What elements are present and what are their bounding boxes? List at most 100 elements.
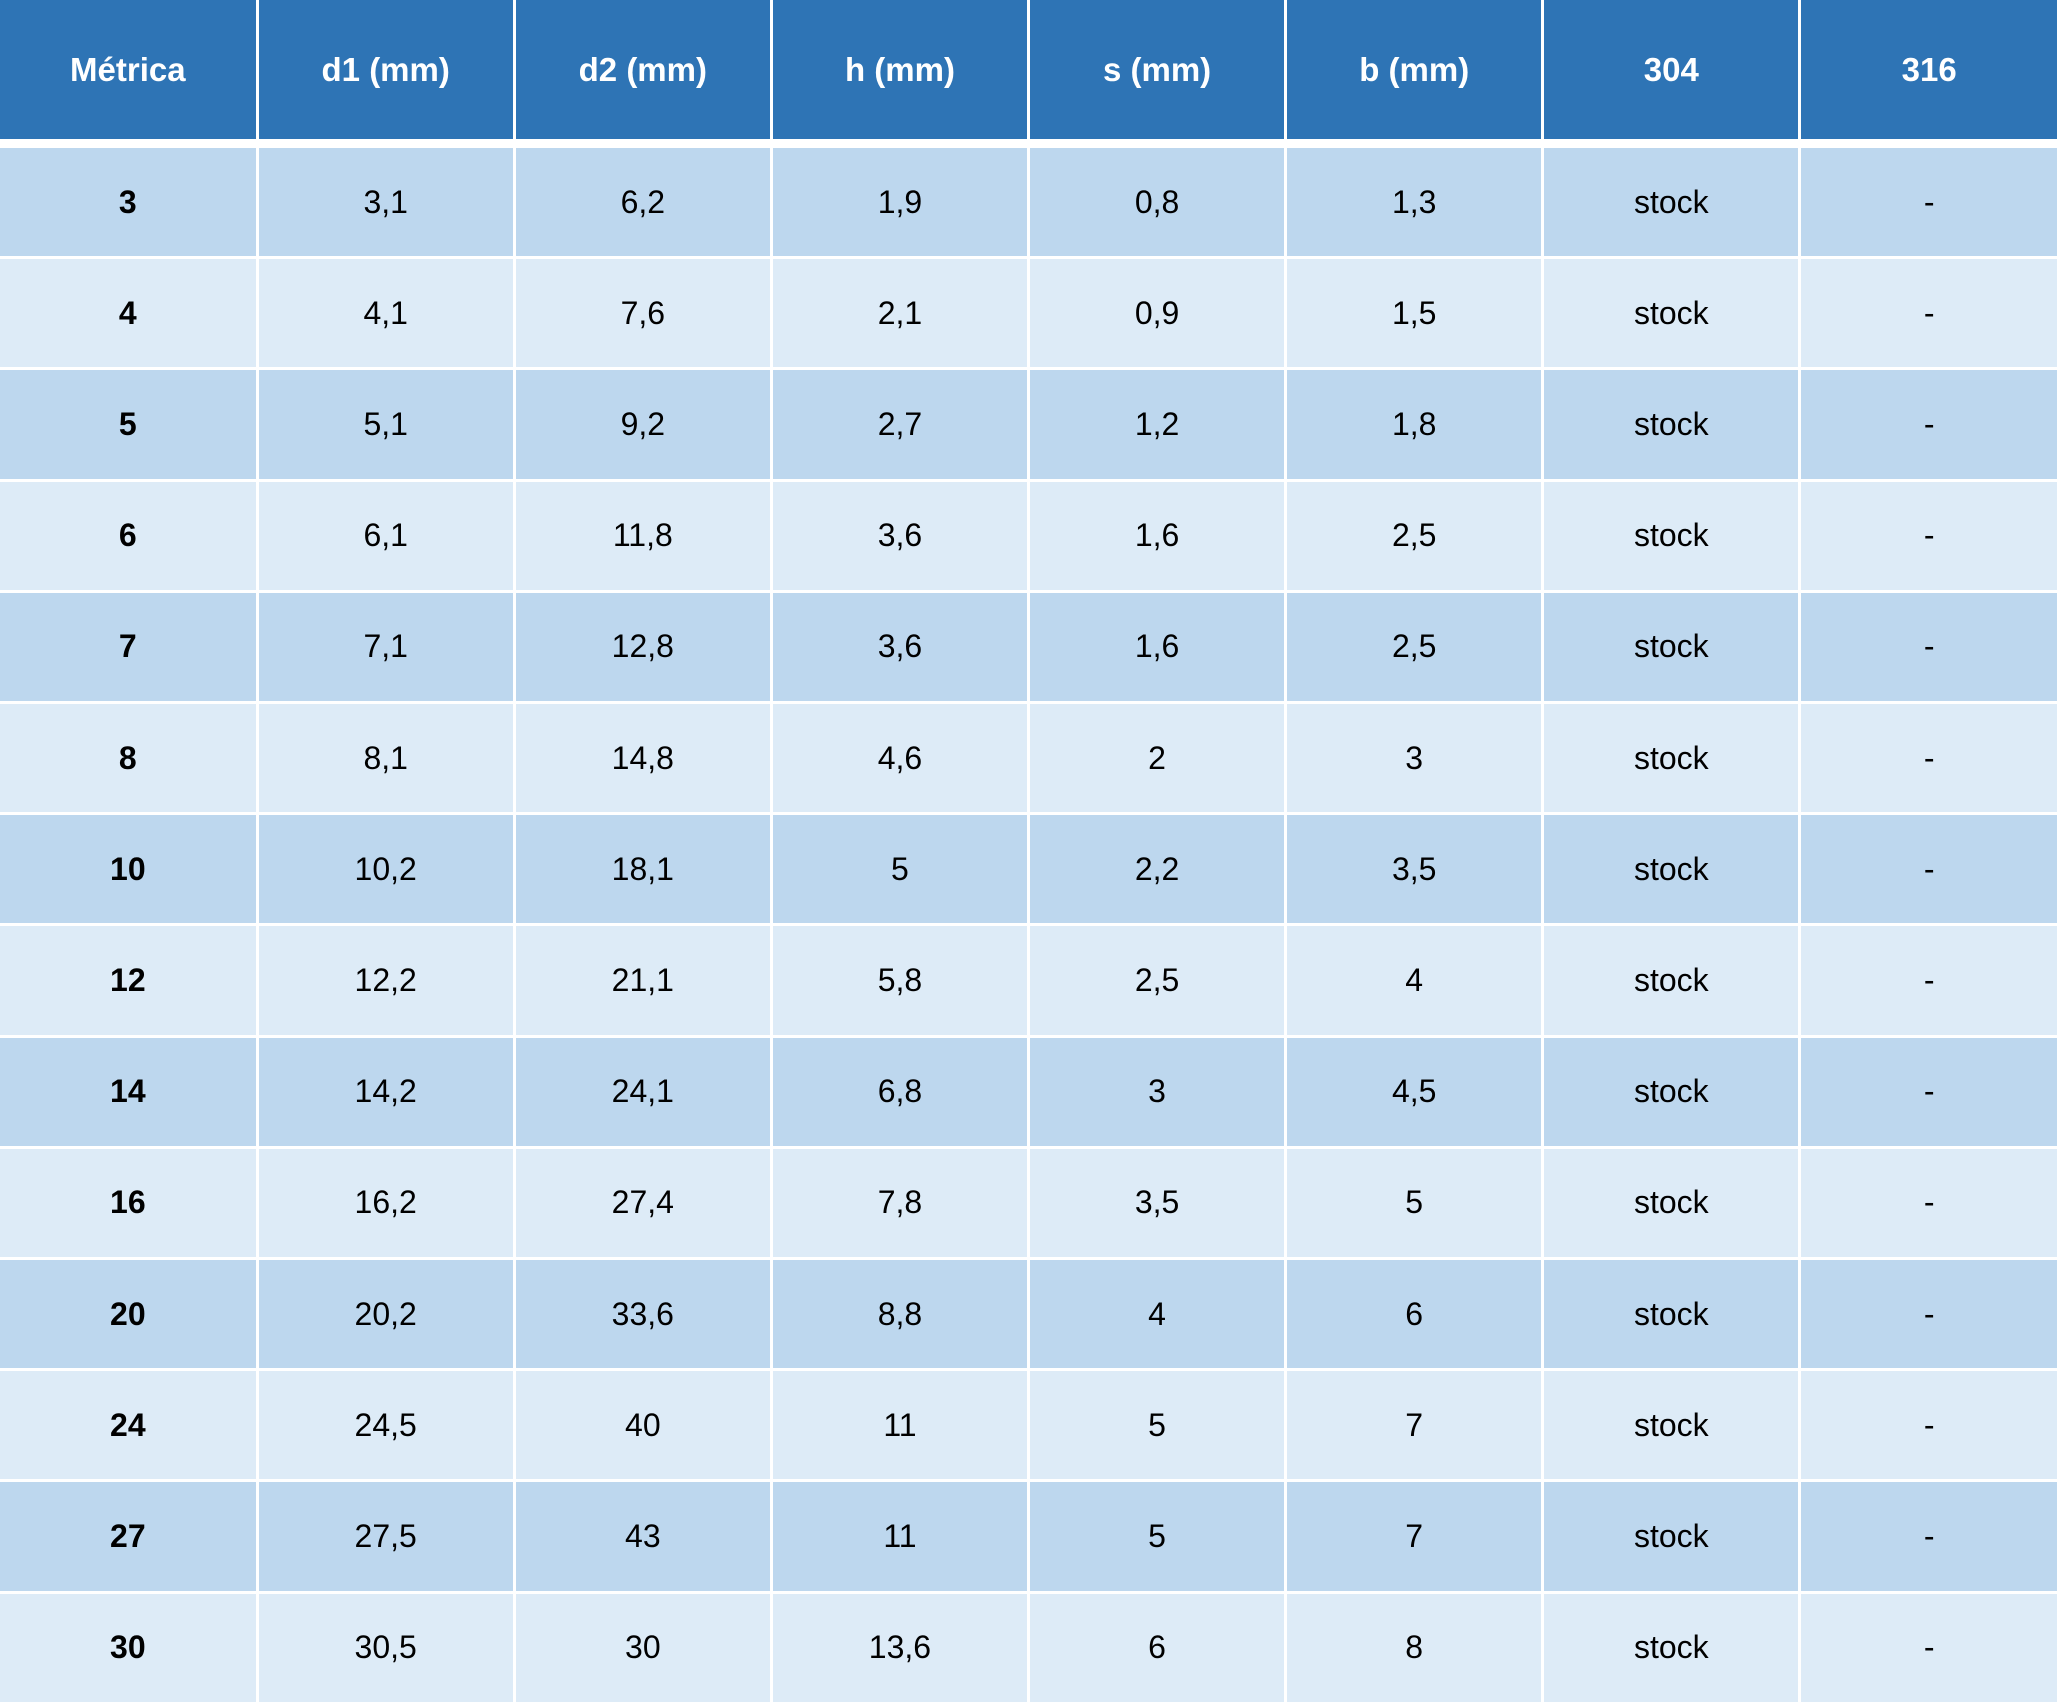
cell-s: 1,6: [1026, 478, 1288, 593]
cell-metrica: 10: [0, 812, 259, 927]
cell-s: 0,8: [1026, 141, 1288, 260]
cell-d1: 4,1: [255, 256, 516, 371]
cell-d1: 7,1: [255, 589, 516, 705]
cell-d2: 9,2: [512, 367, 773, 482]
cell-b: 4,5: [1284, 1034, 1545, 1149]
cell-316: -: [1798, 701, 2057, 816]
cell-d1: 6,1: [255, 478, 516, 593]
cell-h: 5,8: [769, 923, 1031, 1038]
cell-h: 3,6: [769, 478, 1031, 593]
cell-d1: 30,5: [255, 1590, 516, 1705]
cell-metrica: 5: [0, 367, 259, 482]
cell-d1: 10,2: [255, 812, 516, 927]
cell-s: 1,6: [1026, 589, 1288, 705]
cell-s: 2,2: [1026, 812, 1288, 927]
header-b: b (mm): [1284, 0, 1545, 148]
cell-316: -: [1798, 478, 2057, 593]
cell-d1: 27,5: [255, 1479, 516, 1594]
cell-metrica: 4: [0, 256, 259, 371]
cell-h: 11: [769, 1479, 1031, 1594]
table-header: Métrica d1 (mm) d2 (mm) h (mm) s (mm) b …: [0, 0, 2057, 148]
cell-s: 3: [1026, 1034, 1288, 1149]
cell-d2: 27,4: [512, 1145, 773, 1261]
cell-metrica: 30: [0, 1590, 259, 1705]
cell-metrica: 12: [0, 923, 259, 1038]
cell-d2: 6,2: [512, 141, 773, 260]
cell-s: 6: [1026, 1590, 1288, 1705]
cell-metrica: 16: [0, 1145, 259, 1261]
cell-304: stock: [1541, 812, 1802, 927]
cell-316: -: [1798, 256, 2057, 371]
cell-s: 3,5: [1026, 1145, 1288, 1261]
cell-metrica: 14: [0, 1034, 259, 1149]
cell-metrica: 24: [0, 1368, 259, 1483]
header-s: s (mm): [1026, 0, 1288, 148]
cell-h: 2,7: [769, 367, 1031, 482]
cell-304: stock: [1541, 1034, 1802, 1149]
cell-b: 1,8: [1284, 367, 1545, 482]
cell-304: stock: [1541, 478, 1802, 593]
cell-metrica: 6: [0, 478, 259, 593]
header-304: 304: [1541, 0, 1802, 148]
cell-d2: 21,1: [512, 923, 773, 1038]
cell-s: 5: [1026, 1479, 1288, 1594]
cell-d2: 30: [512, 1590, 773, 1705]
cell-b: 2,5: [1284, 589, 1545, 705]
header-h: h (mm): [769, 0, 1031, 148]
cell-b: 8: [1284, 1590, 1545, 1705]
cell-metrica: 27: [0, 1479, 259, 1594]
cell-316: -: [1798, 1590, 2057, 1705]
cell-h: 5: [769, 812, 1031, 927]
cell-b: 2,5: [1284, 478, 1545, 593]
cell-h: 6,8: [769, 1034, 1031, 1149]
cell-d2: 14,8: [512, 701, 773, 816]
cell-s: 2: [1026, 701, 1288, 816]
cell-316: -: [1798, 589, 2057, 705]
table-body: 3 3,1 6,2 1,9 0,8 1,3 stock -4 4,1 7,6 2,1 0,9 1,5 st…: [0, 141, 2057, 1705]
cell-s: 1,2: [1026, 367, 1288, 482]
cell-d1: 5,1: [255, 367, 516, 482]
cell-h: 1,9: [769, 141, 1031, 260]
cell-b: 5: [1284, 1145, 1545, 1261]
cell-s: 2,5: [1026, 923, 1288, 1038]
cell-d1: 3,1: [255, 141, 516, 260]
cell-d1: 24,5: [255, 1368, 516, 1483]
table-row: 27 27,5 43 11 5 7 stock -: [0, 1479, 2057, 1594]
table-row: 7 7,1 12,8 3,6 1,6 2,5 stock -: [0, 589, 2057, 705]
cell-304: stock: [1541, 589, 1802, 705]
table-row: 5 5,1 9,2 2,7 1,2 1,8 stock -: [0, 367, 2057, 482]
table-row: 6 6,1 11,8 3,6 1,6 2,5 stock -: [0, 478, 2057, 593]
cell-d2: 24,1: [512, 1034, 773, 1149]
cell-316: -: [1798, 923, 2057, 1038]
header-row: Métrica d1 (mm) d2 (mm) h (mm) s (mm) b …: [0, 0, 2057, 148]
cell-304: stock: [1541, 701, 1802, 816]
cell-304: stock: [1541, 367, 1802, 482]
cell-b: 1,3: [1284, 141, 1545, 260]
cell-h: 8,8: [769, 1257, 1031, 1372]
table-row: 8 8,1 14,8 4,6 2 3 stock -: [0, 701, 2057, 816]
cell-b: 1,5: [1284, 256, 1545, 371]
table-row: 14 14,2 24,1 6,8 3 4,5 stock -: [0, 1034, 2057, 1149]
cell-316: -: [1798, 812, 2057, 927]
cell-s: 0,9: [1026, 256, 1288, 371]
cell-d2: 33,6: [512, 1257, 773, 1372]
table-row: 4 4,1 7,6 2,1 0,9 1,5 stock -: [0, 256, 2057, 371]
cell-h: 13,6: [769, 1590, 1031, 1705]
cell-304: stock: [1541, 1479, 1802, 1594]
cell-d2: 18,1: [512, 812, 773, 927]
cell-316: -: [1798, 1257, 2057, 1372]
cell-304: stock: [1541, 1145, 1802, 1261]
cell-d1: 12,2: [255, 923, 516, 1038]
cell-b: 3: [1284, 701, 1545, 816]
cell-316: -: [1798, 1145, 2057, 1261]
header-316: 316: [1798, 0, 2057, 148]
cell-304: stock: [1541, 923, 1802, 1038]
cell-304: stock: [1541, 141, 1802, 260]
header-d1: d1 (mm): [255, 0, 516, 148]
table-row: 20 20,2 33,6 8,8 4 6 stock -: [0, 1257, 2057, 1372]
cell-b: 7: [1284, 1479, 1545, 1594]
cell-d2: 7,6: [512, 256, 773, 371]
cell-b: 4: [1284, 923, 1545, 1038]
table-row: 24 24,5 40 11 5 7 stock -: [0, 1368, 2057, 1483]
